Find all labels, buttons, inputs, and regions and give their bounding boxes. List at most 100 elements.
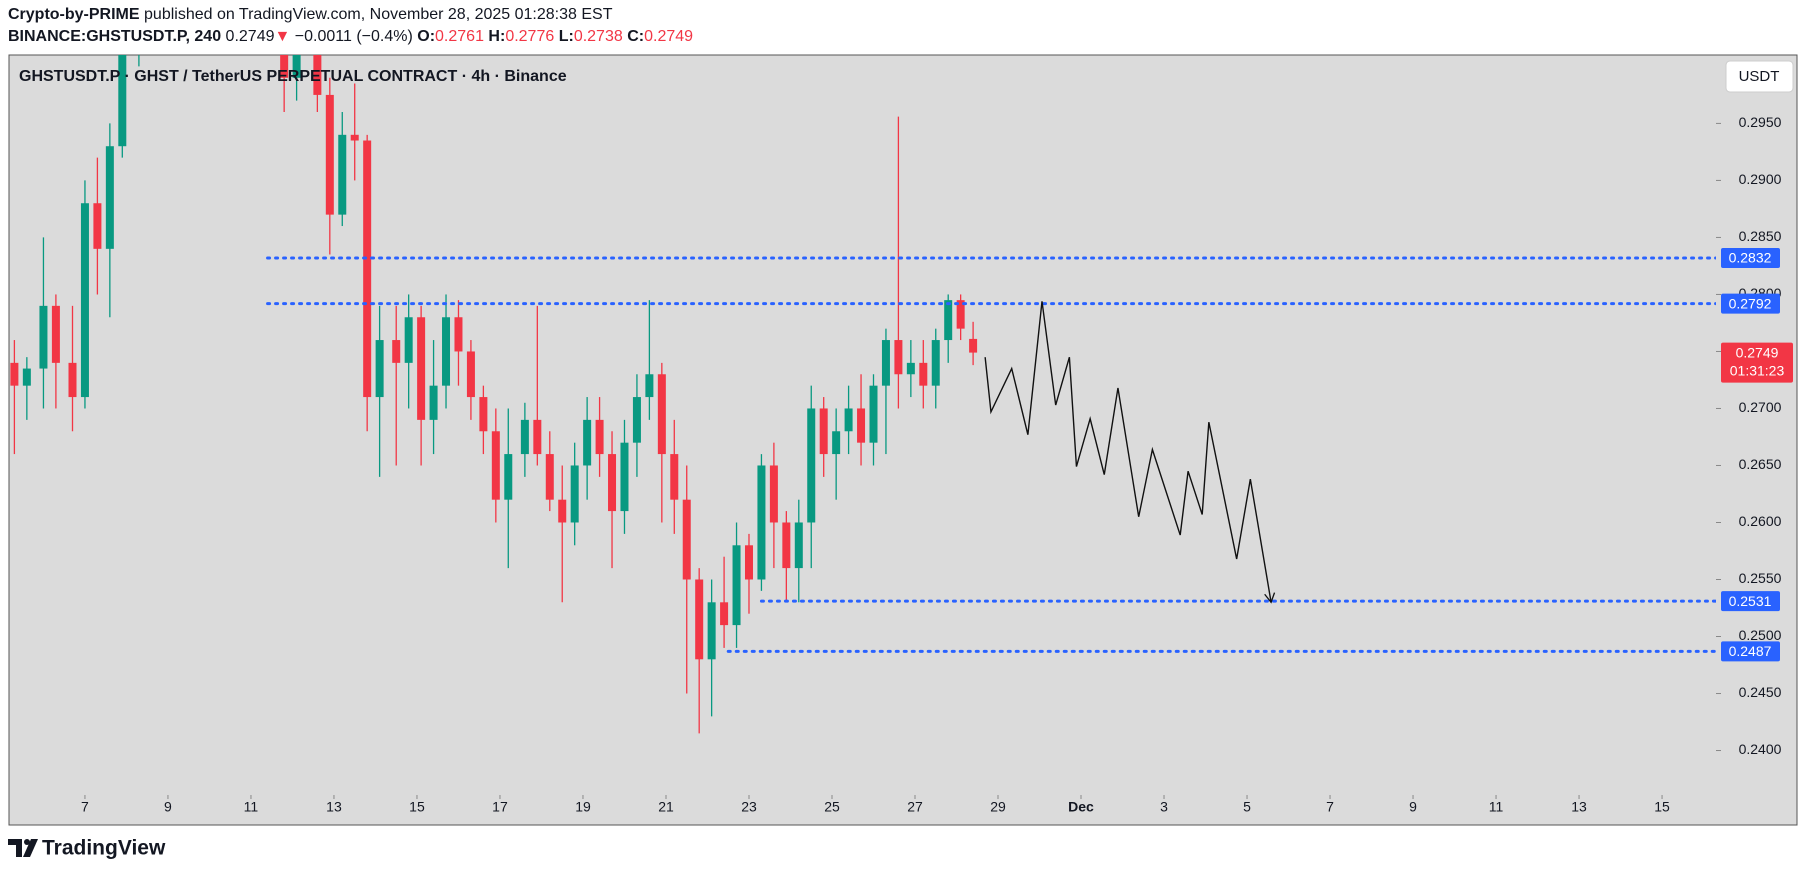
candle-body [429,385,438,420]
ohlc-value: 0.2761 [435,28,484,45]
candle-body [657,374,666,455]
countdown: 01:31:23 [1730,362,1785,378]
candle-body [80,203,89,398]
logo-mark [23,839,38,857]
y-tick-label: 0.2450 [1739,684,1782,700]
ohlc-key: L: [558,28,574,45]
projection-path [984,301,1276,604]
candle-body [504,454,513,500]
publisher[interactable]: Crypto-by-PRIME [8,6,140,23]
x-tick-label: 3 [1160,799,1168,815]
candle-body [894,340,903,375]
candle-body [720,602,729,626]
x-tick-label: 9 [164,799,172,815]
x-tick-label: 19 [575,799,591,815]
candle-body [583,419,592,466]
candle-body [632,397,641,443]
y-tick-label: 0.2650 [1739,456,1782,472]
change: −0.0011 (−0.4%) [294,28,413,45]
candle-body [325,94,334,215]
candle-body [392,340,401,363]
candle-body [417,317,426,420]
candle-body [869,385,878,443]
arrow: ▼ [274,28,291,45]
x-tick-label: 13 [326,799,342,815]
candle-body [670,454,679,500]
candle-body [881,340,890,386]
candle-body [707,602,716,660]
ohlc-key: C: [627,28,645,45]
candle-body [533,419,542,455]
y-tick-label: 0.2600 [1739,513,1782,529]
currency-button[interactable] [1725,60,1794,93]
candle-body [857,408,866,443]
brand[interactable]: TradingView [42,837,166,860]
candle-body [757,465,766,580]
footer-logo[interactable]: TradingView [8,837,166,860]
plot-area [10,55,1716,734]
currency[interactable]: USDT [1739,68,1780,85]
candle-body [118,55,127,147]
candle-body [819,408,828,455]
candle-body [105,146,114,249]
y-tick-label: 0.2400 [1739,741,1782,757]
x-tick-label: 7 [81,799,89,815]
ohlc-value: 0.2738 [573,28,623,45]
x-tick-label: 27 [907,799,923,815]
last-price-tag [1721,342,1793,383]
candle-body [520,419,529,455]
x-tick-label: 7 [1326,799,1334,815]
candle-body [39,305,48,369]
y-tick-label: 0.2500 [1739,627,1782,643]
ohlc-key: H: [488,28,506,45]
candle-body [466,351,475,398]
candle-body [944,300,953,341]
candle-body [454,317,463,352]
logo-mark [24,839,30,845]
last: 0.2749 [225,28,275,45]
x-tick-label: 29 [990,799,1006,815]
candle-body [313,55,322,95]
candle-body [906,362,915,375]
level-tag-label: 0.2832 [1729,250,1772,266]
candle-body [375,340,384,398]
symbol-line: BINANCE:GHSTUSDT.P, 240 0.2749▼ −0.0011 … [8,28,693,46]
ohlc-value: 0.2749 [644,28,694,45]
x-tick-label: 23 [741,799,757,815]
x-tick-label: 11 [1489,799,1504,815]
x-tick-label: 15 [1654,799,1670,815]
x-tick-label: 13 [1571,799,1587,815]
candle-body [832,431,841,455]
level-tag-label: 0.2487 [1729,643,1772,659]
candle-body [22,368,31,386]
overlay: 0.2400 0.2450 0.2500 0.2550 0.2600 0.2650 0.27… [81,114,1793,815]
candle-body [794,522,803,569]
candle-body [844,408,853,432]
level-tag [1721,591,1780,612]
candle-body [363,140,372,398]
published: published on TradingView.com, November 2… [144,6,613,23]
ohlc-value: 0.2776 [505,28,555,45]
level-tag [1721,247,1780,268]
level-tag-label: 0.2531 [1729,593,1772,609]
candle-body [350,134,359,141]
candle-body [442,317,451,386]
x-tick-label: 5 [1243,799,1251,815]
x-tick-label: 11 [244,799,259,815]
last-price-label: 0.2749 [1736,344,1779,360]
level-tag [1721,293,1780,314]
candle-body [292,55,301,78]
candle-body [782,522,791,569]
y-tick-label: 0.2700 [1739,399,1782,415]
candle-body [479,397,488,432]
candle-body [570,465,579,523]
x-tick-label: 9 [1409,799,1417,815]
candle-body [969,338,978,353]
y-tick-label: 0.2900 [1739,171,1782,187]
candle-body [338,134,347,215]
candle-body [280,55,289,78]
x-tick-label: 15 [409,799,425,815]
candle-body [545,454,554,500]
